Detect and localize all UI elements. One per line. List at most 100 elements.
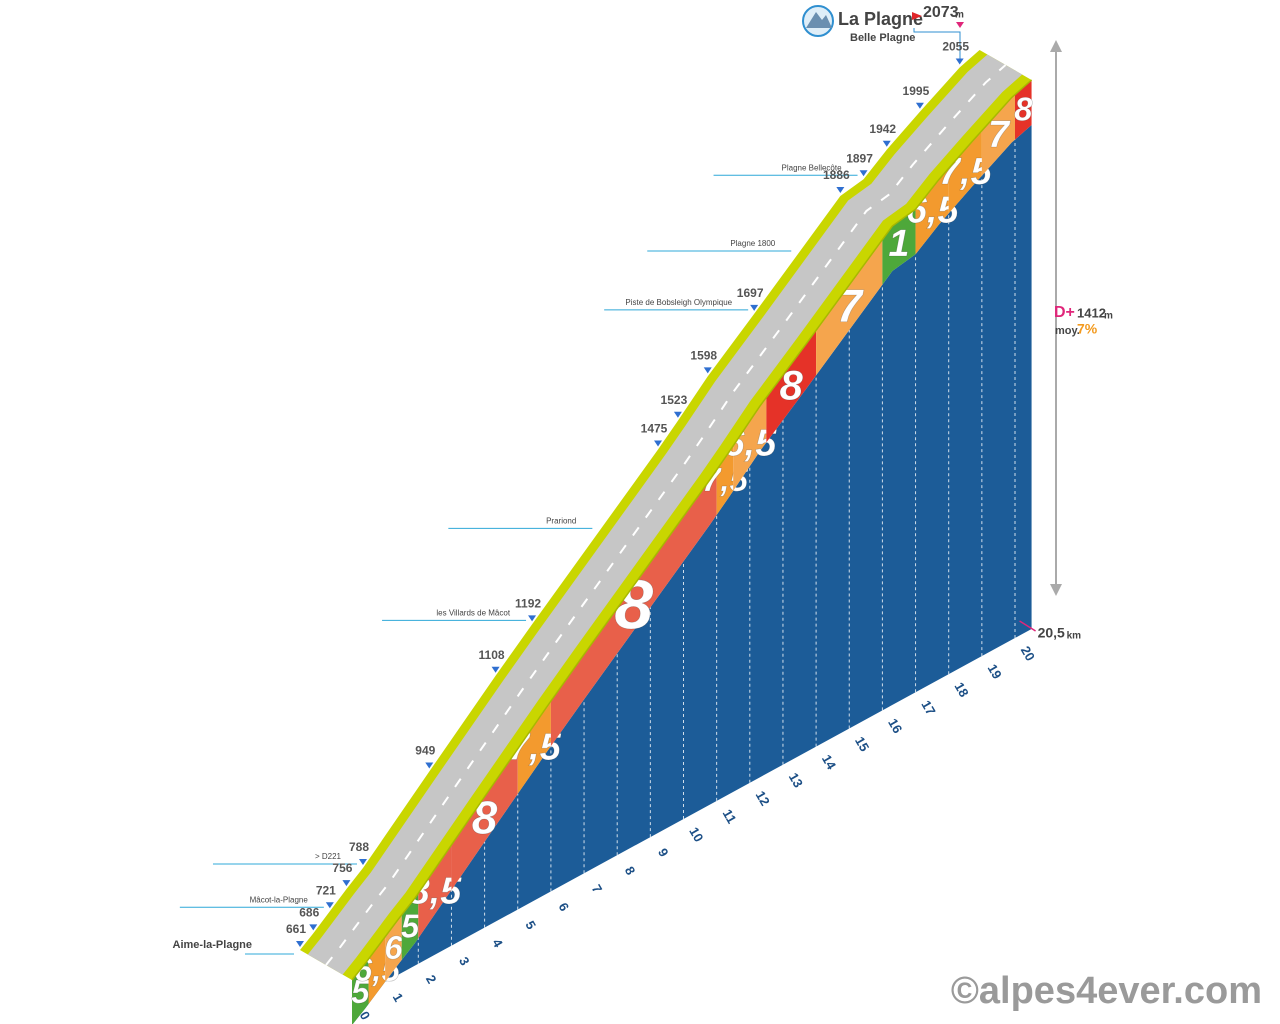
place-name: Plagne Bellecôte — [782, 163, 843, 172]
km-tick-label: 11 — [720, 807, 740, 826]
credit: ©alpes4ever.com — [951, 970, 1262, 1012]
grade-segment — [915, 168, 949, 255]
place-name: les Villards de Mâcot — [436, 608, 510, 617]
km-tick-label: 3 — [456, 954, 473, 968]
place-name: Piste de Bobsleigh Olympique — [625, 298, 732, 307]
km-tick-label: 9 — [655, 846, 672, 860]
marker-elevation: 1192 — [515, 597, 541, 611]
gain-value: 1412 — [1077, 305, 1106, 320]
marker-pointer — [358, 859, 367, 866]
km-tick-label: 17 — [918, 698, 938, 718]
grade-segment — [882, 209, 916, 285]
marker-pointer — [955, 58, 964, 65]
km-tick-label: 18 — [952, 680, 972, 700]
summit-flag — [912, 12, 922, 20]
marker-pointer — [342, 880, 351, 887]
gain-unit: m — [1104, 311, 1113, 322]
marker-pointer — [915, 102, 924, 109]
grade-segment — [517, 701, 551, 794]
marker-elevation: 1523 — [661, 393, 688, 407]
km-tick-label: 4 — [489, 936, 506, 950]
marker-pointer — [325, 902, 334, 909]
km-tick-label: 5 — [522, 918, 539, 932]
km-tick-label: 12 — [753, 788, 773, 808]
grade-segment — [766, 330, 817, 443]
grade-label: 8 — [780, 362, 804, 409]
distance-leader — [1019, 620, 1036, 632]
marker-pointer — [309, 924, 318, 931]
marker-elevation: 1886 — [823, 168, 850, 182]
average-label: moy. — [1055, 325, 1080, 337]
marker-elevation: 1475 — [641, 422, 668, 436]
km-tick-label: 7 — [589, 882, 606, 896]
distance-unit: km — [1067, 631, 1082, 642]
profile: 0123456789101112131415161718192056,5658,… — [173, 40, 1082, 1024]
place-name: > D221 — [315, 852, 342, 861]
grade-segment — [816, 239, 883, 376]
road-center-line — [325, 64, 1007, 966]
profile-line — [351, 79, 1033, 981]
marker-elevation: 1897 — [846, 151, 873, 165]
grade-label: 5 — [351, 973, 370, 1010]
grade-label: 6 — [384, 929, 403, 966]
place-name: Mâcot-la-Plagne — [250, 895, 309, 904]
grade-segment — [981, 94, 1015, 176]
subtitle: Belle Plagne — [850, 32, 915, 44]
marker-elevation: 1598 — [690, 348, 717, 362]
grade-label: 1 — [888, 223, 909, 265]
km-tick-label: 15 — [852, 734, 872, 754]
grade-segment — [733, 397, 767, 491]
marker-elevation: 661 — [286, 922, 306, 936]
km-tick-label: 13 — [786, 770, 806, 790]
km-tick-label: 1 — [390, 990, 407, 1004]
grade-segment — [1015, 79, 1032, 140]
marker-elevation: 2055 — [942, 40, 969, 54]
marker-elevation: 686 — [299, 906, 319, 920]
grade-segment — [948, 130, 982, 214]
summit-unit: m — [955, 10, 964, 21]
gain-label: D+ — [1054, 304, 1075, 321]
grade-segment — [716, 445, 734, 515]
summit-icon-mountain — [806, 12, 832, 28]
marker-elevation: 949 — [415, 744, 435, 758]
place-name: Plagne 1800 — [730, 239, 775, 248]
marker-pointer — [882, 140, 891, 147]
marker-pointer — [654, 440, 663, 447]
marker-pointer — [491, 666, 500, 673]
km-tick-label: 16 — [885, 716, 905, 736]
average-value: 7% — [1077, 321, 1098, 337]
grade-segment — [451, 748, 518, 890]
marker-pointer — [750, 304, 759, 311]
km-tick-label: 10 — [686, 824, 706, 844]
grade-segment — [550, 469, 717, 747]
km-tick-label: 19 — [985, 662, 1005, 682]
grade-label: 7 — [988, 114, 1011, 156]
marker-pointer — [673, 411, 682, 418]
place-name: Aime-la-Plagne — [173, 939, 252, 951]
marker-pointer — [296, 941, 304, 947]
marker-elevation: 756 — [332, 861, 352, 875]
marker-elevation: 1942 — [869, 122, 896, 136]
road-surface — [307, 54, 1023, 975]
marker-elevation: 788 — [349, 840, 369, 854]
marker-elevation: 721 — [316, 883, 336, 897]
front-face — [352, 124, 1032, 1024]
km-tick-label: 8 — [622, 864, 639, 878]
title: La Plagne — [838, 9, 923, 29]
km-tick-label: 20 — [1018, 643, 1038, 663]
marker-elevation: 1108 — [479, 648, 505, 662]
marker-elevation: 1697 — [737, 286, 764, 300]
place-name: Prariond — [546, 516, 576, 525]
km-tick-label: 6 — [556, 900, 573, 914]
marker-pointer — [836, 187, 845, 194]
summit-line — [913, 28, 961, 62]
marker-pointer — [703, 367, 712, 374]
distance-value: 20,5 — [1038, 625, 1065, 641]
marker-pointer — [425, 762, 434, 769]
totals: D+ 1412 m moy. 7% — [1050, 40, 1113, 596]
summit-elevation: 2073 — [923, 4, 959, 21]
summit: La Plagne Belle Plagne 2073 m — [802, 4, 964, 62]
marker-pointer — [528, 615, 537, 622]
grade-segment — [418, 844, 452, 939]
